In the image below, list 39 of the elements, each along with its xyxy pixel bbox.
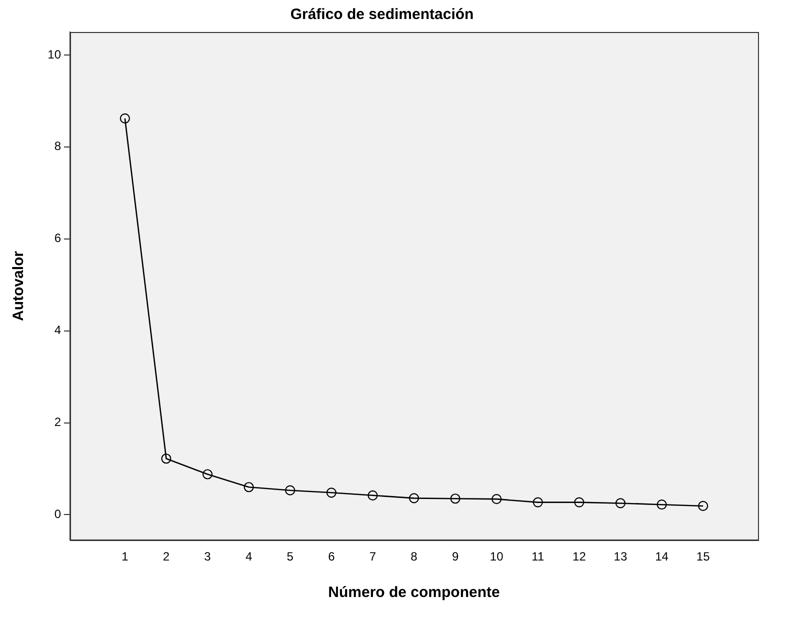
- point: [368, 490, 378, 500]
- x-tick-label: 6: [328, 550, 336, 564]
- point: [326, 488, 336, 498]
- x-tick-label: 12: [572, 550, 586, 564]
- point: [202, 469, 213, 480]
- point: [450, 494, 460, 504]
- x-tick-label: 2: [162, 550, 170, 564]
- y-tick-label: 2: [54, 415, 62, 430]
- point: [161, 454, 172, 464]
- x-tick-label: 10: [490, 550, 504, 564]
- y-axis-title: Autovalor: [10, 250, 28, 322]
- point: [408, 493, 420, 504]
- x-axis-title: Número de componente: [328, 584, 500, 602]
- point: [492, 494, 502, 504]
- x-tick-label: 8: [410, 550, 418, 564]
- x-tick-label: 1: [122, 550, 129, 564]
- point: [656, 500, 667, 510]
- x-tick-label: 9: [452, 550, 459, 564]
- point: [532, 497, 543, 508]
- x-tick-label: 13: [614, 550, 628, 564]
- x-tick-label: 4: [245, 550, 252, 564]
- y-tick-label: 8: [54, 139, 62, 154]
- point: [698, 500, 708, 512]
- y-tick-label: 10: [48, 47, 62, 62]
- y-tick-label: 0: [54, 507, 62, 522]
- x-tick-label: 5: [286, 550, 294, 564]
- y-tick-label: 4: [54, 323, 62, 338]
- x-tick-label: 15: [696, 550, 710, 564]
- point: [120, 113, 130, 124]
- x-tick-label: 14: [655, 550, 669, 564]
- y-tick-label: 6: [54, 231, 62, 246]
- point: [285, 485, 296, 496]
- x-tick-label: 11: [532, 550, 544, 564]
- point: [615, 498, 626, 508]
- x-tick-label: 7: [369, 550, 376, 564]
- chart-title: Gráfico de sedimentación: [290, 6, 474, 24]
- x-tick-label: 3: [204, 550, 212, 564]
- point: [244, 482, 254, 492]
- point: [574, 497, 584, 508]
